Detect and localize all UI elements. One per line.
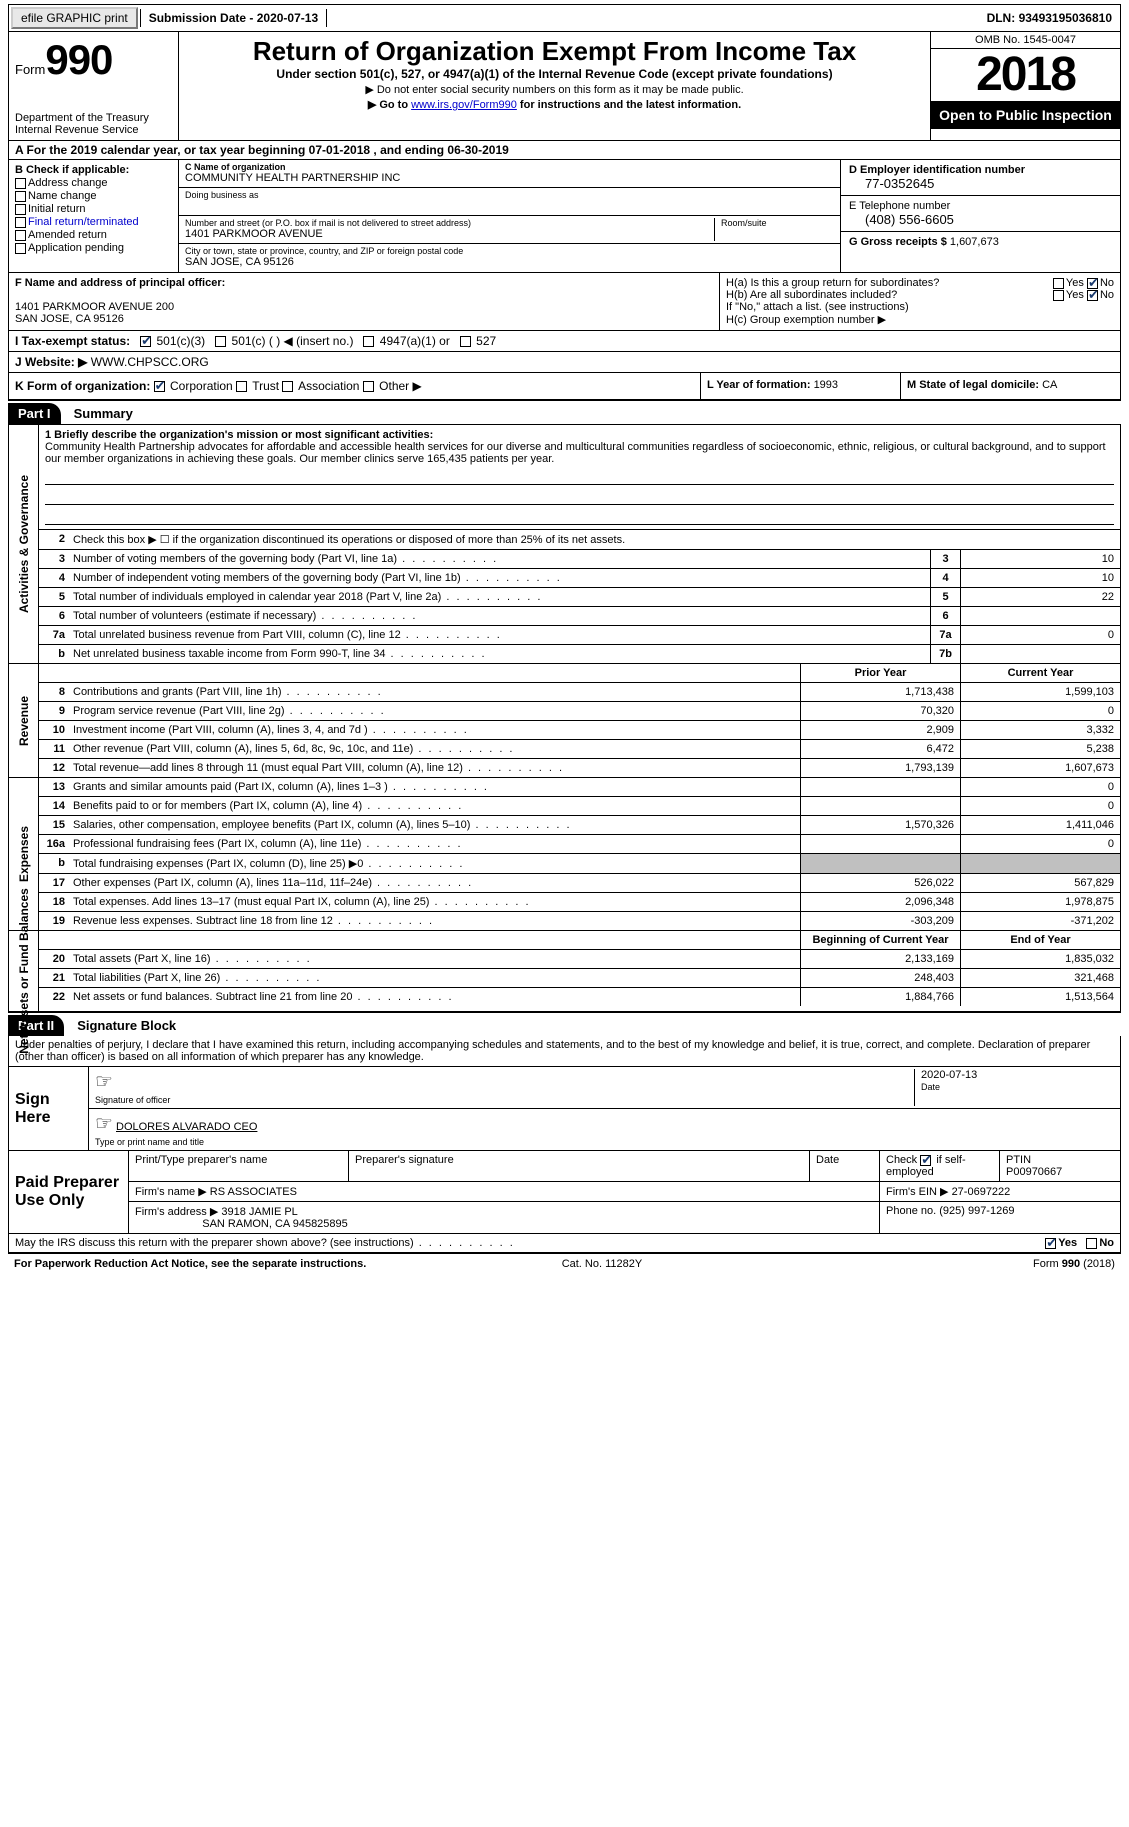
omb-number: OMB No. 1545-0047 bbox=[931, 32, 1120, 49]
part2-title: Signature Block bbox=[67, 1015, 186, 1036]
table-row: 16aProfessional fundraising fees (Part I… bbox=[39, 835, 1120, 854]
chk-amended[interactable]: Amended return bbox=[15, 229, 172, 241]
gov-row: 6Total number of volunteers (estimate if… bbox=[39, 607, 1120, 626]
website-row: J Website: ▶ WWW.CHPSCC.ORG bbox=[8, 352, 1121, 373]
table-row: 11Other revenue (Part VIII, column (A), … bbox=[39, 740, 1120, 759]
mission-text: Community Health Partnership advocates f… bbox=[45, 441, 1106, 465]
chk-assoc[interactable] bbox=[282, 381, 293, 392]
paid-preparer: Paid Preparer Use Only Print/Type prepar… bbox=[8, 1151, 1121, 1234]
part1-title: Summary bbox=[64, 403, 143, 424]
k-l-m-row: K Form of organization: Corporation Trus… bbox=[8, 373, 1121, 400]
form-number: Form990 bbox=[15, 36, 172, 84]
chk-app-pending[interactable]: Application pending bbox=[15, 242, 172, 254]
table-row: 20Total assets (Part X, line 16)2,133,16… bbox=[39, 950, 1120, 969]
officer-addr2: SAN JOSE, CA 95126 bbox=[15, 313, 124, 325]
hb-yes[interactable] bbox=[1053, 290, 1064, 301]
ssn-note: ▶ Do not enter social security numbers o… bbox=[185, 83, 924, 96]
entity-block: B Check if applicable: Address change Na… bbox=[8, 160, 1121, 273]
sig-date: 2020-07-13 bbox=[921, 1069, 977, 1081]
table-row: 12Total revenue—add lines 8 through 11 (… bbox=[39, 759, 1120, 777]
summary-netassets: Net Assets or Fund Balances Beginning of… bbox=[8, 931, 1121, 1012]
year-formation: 1993 bbox=[814, 379, 838, 391]
section-b-label: B Check if applicable: bbox=[15, 164, 129, 176]
irs-dept: Department of the Treasury Internal Reve… bbox=[15, 112, 172, 136]
chk-501c3[interactable] bbox=[140, 336, 151, 347]
chk-final-return[interactable]: Final return/terminated bbox=[15, 216, 172, 228]
tax-exempt-status: I Tax-exempt status: 501(c)(3) 501(c) ( … bbox=[8, 331, 1121, 352]
table-row: 21Total liabilities (Part X, line 26)248… bbox=[39, 969, 1120, 988]
table-row: 14Benefits paid to or for members (Part … bbox=[39, 797, 1120, 816]
chk-self-employed[interactable] bbox=[920, 1155, 931, 1166]
table-row: 9Program service revenue (Part VIII, lin… bbox=[39, 702, 1120, 721]
table-row: 8Contributions and grants (Part VIII, li… bbox=[39, 683, 1120, 702]
chk-initial-return[interactable]: Initial return bbox=[15, 203, 172, 215]
firm-addr1: 3918 JAMIE PL bbox=[221, 1206, 297, 1218]
chk-corp[interactable] bbox=[154, 381, 165, 392]
chk-name-change[interactable]: Name change bbox=[15, 190, 172, 202]
top-bar: efile GRAPHIC print Submission Date - 20… bbox=[8, 4, 1121, 32]
table-row: bTotal fundraising expenses (Part IX, co… bbox=[39, 854, 1120, 874]
firm-addr2: SAN RAMON, CA 945825895 bbox=[202, 1218, 348, 1230]
summary-governance: Activities & Governance 1 Briefly descri… bbox=[8, 424, 1121, 664]
discuss-no[interactable] bbox=[1086, 1238, 1097, 1249]
gov-row: 7aTotal unrelated business revenue from … bbox=[39, 626, 1120, 645]
gov-row: 4Number of independent voting members of… bbox=[39, 569, 1120, 588]
officer-group-row: F Name and address of principal officer:… bbox=[8, 273, 1121, 331]
ha-yes[interactable] bbox=[1053, 278, 1064, 289]
table-row: 13Grants and similar amounts paid (Part … bbox=[39, 778, 1120, 797]
summary-revenue: Revenue Prior Year Current Year 8Contrib… bbox=[8, 664, 1121, 778]
table-row: 10Investment income (Part VIII, column (… bbox=[39, 721, 1120, 740]
table-row: 15Salaries, other compensation, employee… bbox=[39, 816, 1120, 835]
tax-period: A For the 2019 calendar year, or tax yea… bbox=[8, 141, 1121, 160]
telephone: (408) 556-6605 bbox=[849, 212, 1112, 227]
firm-ein: 27-0697222 bbox=[952, 1186, 1011, 1198]
ptin: P00970667 bbox=[1006, 1166, 1062, 1178]
gov-row: 5Total number of individuals employed in… bbox=[39, 588, 1120, 607]
discuss-row: May the IRS discuss this return with the… bbox=[8, 1234, 1121, 1253]
irs-link[interactable]: www.irs.gov/Form990 bbox=[411, 99, 517, 111]
form-title: Return of Organization Exempt From Incom… bbox=[185, 36, 924, 67]
street-address: 1401 PARKMOOR AVENUE bbox=[185, 228, 714, 240]
gov-row: 3Number of voting members of the governi… bbox=[39, 550, 1120, 569]
chk-other[interactable] bbox=[363, 381, 374, 392]
officer-addr1: 1401 PARKMOOR AVENUE 200 bbox=[15, 301, 174, 313]
website-url: WWW.CHPSCC.ORG bbox=[91, 355, 209, 369]
table-row: 18Total expenses. Add lines 13–17 (must … bbox=[39, 893, 1120, 912]
chk-527[interactable] bbox=[460, 336, 471, 347]
table-row: 17Other expenses (Part IX, column (A), l… bbox=[39, 874, 1120, 893]
chk-trust[interactable] bbox=[236, 381, 247, 392]
discuss-yes[interactable] bbox=[1045, 1238, 1056, 1249]
chk-address-change[interactable]: Address change bbox=[15, 177, 172, 189]
form-header: Form990 Department of the Treasury Inter… bbox=[8, 32, 1121, 141]
chk-501c[interactable] bbox=[215, 336, 226, 347]
page-footer: For Paperwork Reduction Act Notice, see … bbox=[8, 1253, 1121, 1274]
chk-4947[interactable] bbox=[363, 336, 374, 347]
submission-date: Submission Date - 2020-07-13 bbox=[140, 9, 327, 27]
state-domicile: CA bbox=[1042, 379, 1057, 391]
table-row: 19Revenue less expenses. Subtract line 1… bbox=[39, 912, 1120, 930]
firm-phone: (925) 997-1269 bbox=[939, 1205, 1014, 1217]
efile-button[interactable]: efile GRAPHIC print bbox=[11, 7, 138, 29]
officer-name: DOLORES ALVARADO CEO bbox=[116, 1121, 257, 1133]
tax-year: 2018 bbox=[931, 49, 1120, 101]
table-row: 22Net assets or fund balances. Subtract … bbox=[39, 988, 1120, 1006]
gross-receipts: 1,607,673 bbox=[950, 236, 999, 248]
form-subtitle: Under section 501(c), 527, or 4947(a)(1)… bbox=[185, 67, 924, 81]
dln: DLN: 93493195036810 bbox=[979, 9, 1120, 27]
org-name: COMMUNITY HEALTH PARTNERSHIP INC bbox=[185, 172, 834, 184]
city-state-zip: SAN JOSE, CA 95126 bbox=[185, 256, 834, 268]
hb-no[interactable] bbox=[1087, 290, 1098, 301]
ein: 77-0352645 bbox=[849, 176, 1112, 191]
summary-expenses: Expenses 13Grants and similar amounts pa… bbox=[8, 778, 1121, 931]
firm-name: RS ASSOCIATES bbox=[210, 1186, 297, 1198]
part1-bar: Part I bbox=[8, 403, 61, 424]
goto-note: ▶ Go to www.irs.gov/Form990 for instruct… bbox=[185, 98, 924, 111]
signature-block: Under penalties of perjury, I declare th… bbox=[8, 1036, 1121, 1151]
open-inspection: Open to Public Inspection bbox=[931, 101, 1120, 129]
gov-row: bNet unrelated business taxable income f… bbox=[39, 645, 1120, 663]
